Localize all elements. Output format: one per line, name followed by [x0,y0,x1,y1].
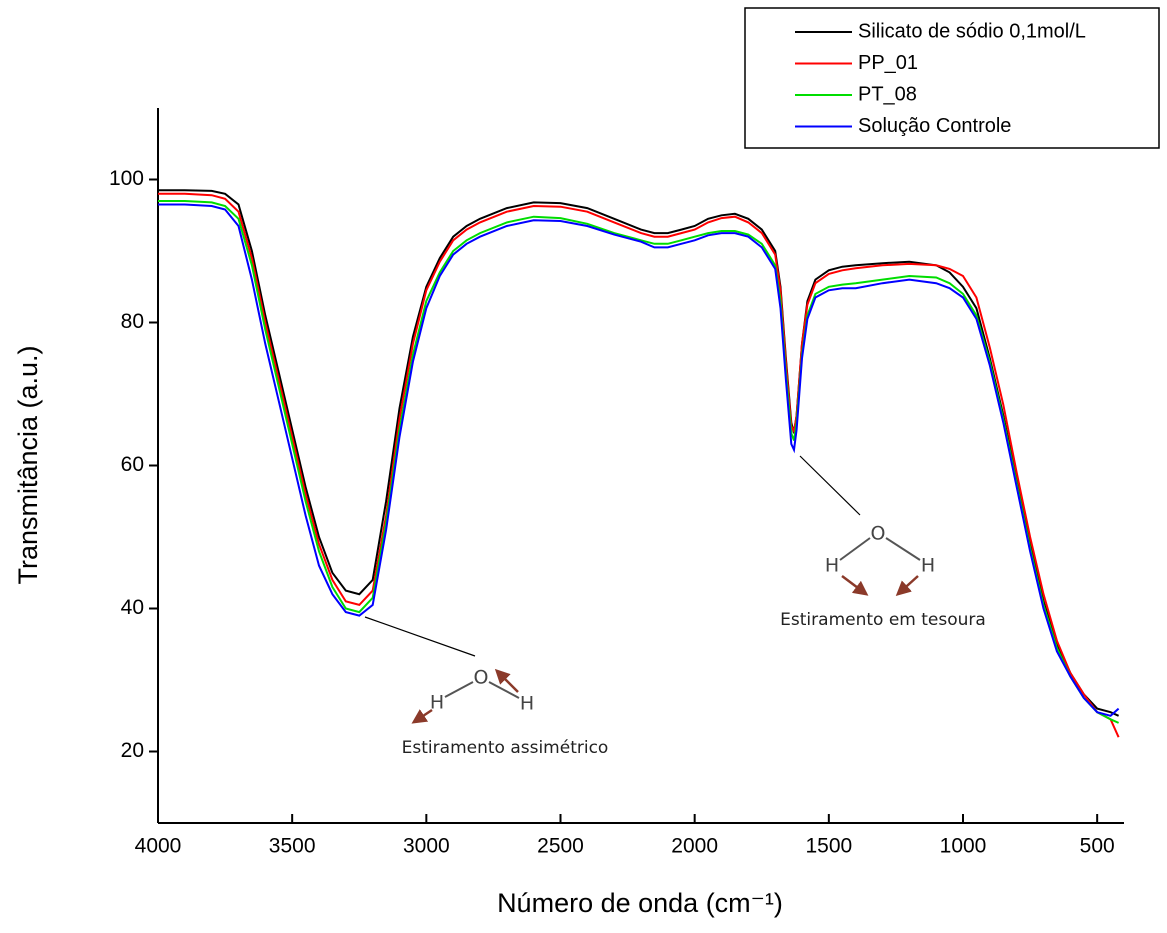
annotation-pointer [364,616,476,657]
y-tick-label: 80 [121,310,144,333]
motion-arrow [494,668,519,693]
atom-label: H [825,555,839,577]
bond [444,681,474,698]
atom-label: O [474,667,489,689]
x-tick-label: 2500 [537,835,584,858]
x-tick-label: 3500 [269,835,316,858]
legend-label: Silicato de sódio 0,1mol/L [858,20,1086,42]
y-tick-label: 100 [109,167,144,190]
legend-label: Solução Controle [858,115,1011,137]
legend-label: PP_01 [858,52,918,74]
x-tick-label: 500 [1080,835,1115,858]
series-line [158,203,1120,717]
annotation-text: Estiramento assimétrico [402,738,609,758]
y-tick-label: 20 [121,739,144,762]
y-tick-label: 60 [121,453,144,476]
y-axis-label: Transmitância (a.u.) [13,345,43,584]
bond [885,537,921,561]
bond [488,681,520,699]
x-axis-label: Número de onda (cm⁻¹) [497,888,783,918]
x-tick-label: 2000 [671,835,718,858]
annotation-pointer [799,455,861,516]
x-tick-label: 3000 [403,835,450,858]
bond [839,537,871,561]
y-tick-label: 40 [121,596,144,619]
atom-label: O [871,523,886,545]
atom-label: H [921,555,935,577]
atom-label: H [430,692,444,714]
annotation-text: Estiramento em tesoura [780,610,986,630]
x-tick-label: 1500 [805,835,852,858]
legend-label: PT_08 [858,83,917,105]
motion-arrow [841,575,869,596]
series-line [158,189,1120,717]
series-line [158,200,1120,724]
motion-arrow [411,708,433,724]
series-line [158,192,1120,738]
atom-label: H [520,693,534,715]
motion-arrow [895,575,919,597]
x-tick-label: 4000 [135,835,182,858]
x-tick-label: 1000 [940,835,987,858]
